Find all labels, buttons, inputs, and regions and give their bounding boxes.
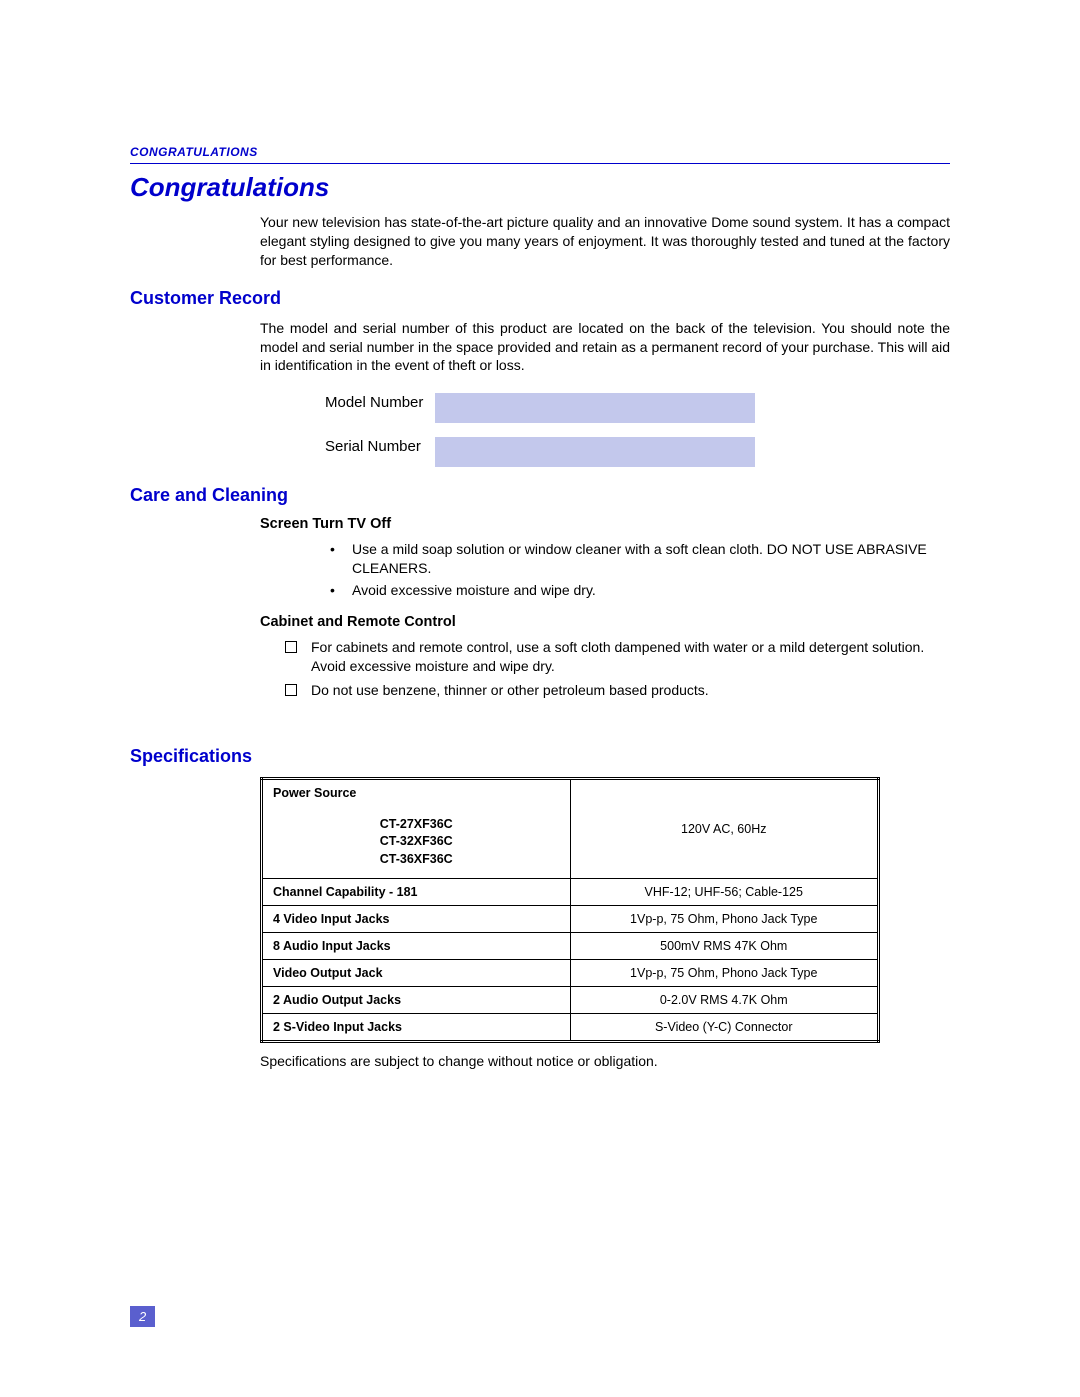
model-number-label: Model Number xyxy=(325,393,435,413)
spec-value: VHF-12; UHF-56; Cable-125 xyxy=(570,879,879,906)
power-source-value: 120V AC, 60Hz xyxy=(570,778,879,879)
model-id: CT-36XF36C xyxy=(273,851,560,869)
header-rule xyxy=(130,163,950,164)
model-id: CT-32XF36C xyxy=(273,833,560,851)
spec-value: S-Video (Y-C) Connector xyxy=(570,1014,879,1042)
care-cleaning-heading: Care and Cleaning xyxy=(130,485,950,506)
spec-value: 500mV RMS 47K Ohm xyxy=(570,933,879,960)
spec-label: 8 Audio Input Jacks xyxy=(262,933,571,960)
list-item: For cabinets and remote control, use a s… xyxy=(285,638,940,676)
serial-number-row: Serial Number xyxy=(325,437,950,467)
spec-value: 1Vp-p, 75 Ohm, Phono Jack Type xyxy=(570,906,879,933)
page-number: 2 xyxy=(130,1306,155,1327)
model-number-row: Model Number xyxy=(325,393,950,423)
specifications-heading: Specifications xyxy=(130,746,950,767)
table-row: Power Source 120V AC, 60Hz xyxy=(262,778,879,806)
table-row: 2 Audio Output Jacks 0-2.0V RMS 4.7K Ohm xyxy=(262,987,879,1014)
record-table: Model Number Serial Number xyxy=(325,393,950,467)
table-row: Video Output Jack 1Vp-p, 75 Ohm, Phono J… xyxy=(262,960,879,987)
spec-label: 2 S-Video Input Jacks xyxy=(262,1014,571,1042)
page-content: CONGRATULATIONS Congratulations Your new… xyxy=(0,0,1080,1069)
running-header: CONGRATULATIONS xyxy=(130,145,950,159)
table-row: 4 Video Input Jacks 1Vp-p, 75 Ohm, Phono… xyxy=(262,906,879,933)
serial-number-field[interactable] xyxy=(435,437,755,467)
page-title: Congratulations xyxy=(130,172,950,203)
spec-value: 1Vp-p, 75 Ohm, Phono Jack Type xyxy=(570,960,879,987)
power-source-label: Power Source xyxy=(262,778,571,806)
spec-table-wrap: Power Source 120V AC, 60Hz CT-27XF36C CT… xyxy=(260,777,950,1044)
model-number-field[interactable] xyxy=(435,393,755,423)
spec-value: 0-2.0V RMS 4.7K Ohm xyxy=(570,987,879,1014)
screen-list: Use a mild soap solution or window clean… xyxy=(330,540,940,600)
cabinet-subheading: Cabinet and Remote Control xyxy=(260,614,950,630)
list-item: Do not use benzene, thinner or other pet… xyxy=(285,681,940,700)
spec-label: Video Output Jack xyxy=(262,960,571,987)
table-row: 8 Audio Input Jacks 500mV RMS 47K Ohm xyxy=(262,933,879,960)
spec-note: Specifications are subject to change wit… xyxy=(260,1053,950,1069)
spec-label: 2 Audio Output Jacks xyxy=(262,987,571,1014)
list-item: Avoid excessive moisture and wipe dry. xyxy=(330,581,940,600)
model-id: CT-27XF36C xyxy=(273,816,560,834)
serial-number-label: Serial Number xyxy=(325,437,435,457)
models-cell: CT-27XF36C CT-32XF36C CT-36XF36C xyxy=(262,806,571,879)
customer-record-text: The model and serial number of this prod… xyxy=(260,319,950,376)
spec-table: Power Source 120V AC, 60Hz CT-27XF36C CT… xyxy=(260,777,880,1044)
cabinet-list: For cabinets and remote control, use a s… xyxy=(285,638,940,700)
spec-label: Channel Capability - 181 xyxy=(262,879,571,906)
table-row: 2 S-Video Input Jacks S-Video (Y-C) Conn… xyxy=(262,1014,879,1042)
list-item: Use a mild soap solution or window clean… xyxy=(330,540,940,578)
spec-label: 4 Video Input Jacks xyxy=(262,906,571,933)
customer-record-heading: Customer Record xyxy=(130,288,950,309)
table-row: Channel Capability - 181 VHF-12; UHF-56;… xyxy=(262,879,879,906)
screen-subheading: Screen Turn TV Off xyxy=(260,516,950,532)
intro-paragraph: Your new television has state-of-the-art… xyxy=(260,213,950,270)
